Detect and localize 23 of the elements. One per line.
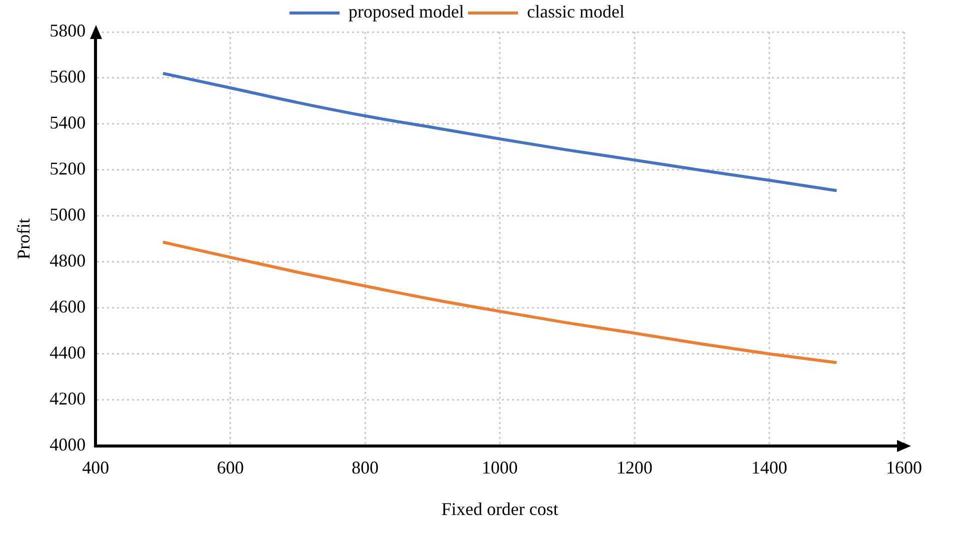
line-series <box>161 72 838 192</box>
x-tick-label: 1400 <box>751 457 788 478</box>
x-tick-label: 1200 <box>616 457 653 478</box>
y-tick-label: 5000 <box>50 204 86 225</box>
x-tick-label: 600 <box>216 457 244 478</box>
y-tick-label: 5200 <box>50 158 86 179</box>
legend-label: proposed model <box>348 2 464 22</box>
x-tick-label: 1600 <box>886 457 922 478</box>
y-tick-label: 5400 <box>50 112 86 133</box>
y-tick-label: 5600 <box>50 66 86 87</box>
y-tick-label: 4800 <box>50 250 86 271</box>
y-tick-label: 5800 <box>50 20 86 41</box>
y-axis-title: Profit <box>14 218 34 260</box>
x-tick-label: 1000 <box>482 457 518 478</box>
line-series <box>161 240 838 364</box>
x-axis-title: Fixed order cost <box>441 498 558 519</box>
legend-label: classic model <box>527 2 624 22</box>
y-tick-label: 4200 <box>50 388 86 409</box>
x-tick-label: 400 <box>82 457 110 478</box>
x-tick-label: 800 <box>352 457 379 478</box>
y-tick-label: 4600 <box>50 296 86 317</box>
y-tick-label: 4400 <box>50 342 86 363</box>
y-tick-label: 4000 <box>50 434 86 455</box>
